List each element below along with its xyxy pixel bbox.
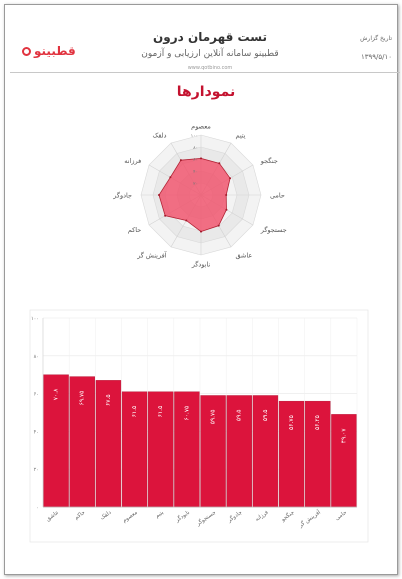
radar-tick-label: ۶۰ xyxy=(193,158,198,163)
radar-point xyxy=(200,230,202,233)
radar-chart: ۲۰ ۴۰ ۶۰ ۸۰ ۱۰۰ معصوم یتیم جنگجو حامی جستجوگر عاشق… xyxy=(112,123,287,269)
bar-data-label: ۶۰.۷۵ xyxy=(183,406,190,421)
bar-data-label: ۷۰.۸ xyxy=(53,388,60,400)
bar-data-label: ۵۹.۷۵ xyxy=(210,409,217,424)
radar-axis-label: حامی xyxy=(270,192,285,200)
radar-tick-label: ۱۰۰ xyxy=(191,134,198,139)
radar-point xyxy=(218,162,221,165)
y-tick-label: ۱۰۰ xyxy=(31,316,39,322)
logo-ring-icon xyxy=(22,46,31,56)
radar-point xyxy=(217,224,220,227)
bar-data-label: ۴۹.۰۷ xyxy=(340,428,347,444)
radar-axis-label: فرزانه xyxy=(124,157,141,165)
report-subtitle: قطبینو سامانه آنلاین ارزیابی و آزمون xyxy=(141,49,279,59)
radar-axis-label: عاشق xyxy=(236,251,253,259)
radar-point xyxy=(169,176,172,179)
radar-point xyxy=(164,214,167,217)
bar-data-label: ۵۶.۷۵ xyxy=(288,415,295,430)
radar-axis-label: حاکم xyxy=(128,226,141,234)
bar xyxy=(331,414,357,508)
bar xyxy=(305,400,331,508)
x-tick-label: یتیم xyxy=(154,509,165,519)
logo-text: قطبینو xyxy=(34,44,76,58)
bar-data-label: ۶۱.۵ xyxy=(157,406,164,418)
radar-axis-label: یتیم xyxy=(236,132,246,140)
bar-data-label: ۶۷.۵ xyxy=(105,394,112,406)
radar-axis-label: معصوم xyxy=(191,123,211,131)
bar-data-label: ۵۹.۵ xyxy=(262,409,269,421)
radar-point xyxy=(179,159,182,162)
radar-point xyxy=(158,194,160,196)
radar-point xyxy=(185,219,188,222)
bar xyxy=(121,391,148,508)
radar-point xyxy=(225,208,228,211)
report-title: تست قهرمان درون xyxy=(153,30,267,44)
report-date: ۱۳۹۹/۵/۱۰ xyxy=(360,53,392,61)
radar-axis-label: جادوگر xyxy=(112,192,132,200)
radar-axis-label: دلقک xyxy=(153,132,167,140)
bar-data-label: ۵۶.۲۵ xyxy=(314,415,321,430)
radar-tick-label: ۴۰ xyxy=(193,170,198,175)
radar-tick-label: ۸۰ xyxy=(193,146,198,151)
radar-point xyxy=(200,157,202,160)
radar-tick-label: ۲۰ xyxy=(193,182,198,187)
section-title: نمودارها xyxy=(176,84,236,100)
radar-axis-label: جنگجو xyxy=(260,157,278,165)
radar-axis-label: آفرینش گر xyxy=(136,250,167,259)
bar xyxy=(95,380,122,508)
y-tick-label: ۲۰ xyxy=(34,467,39,473)
bar xyxy=(69,376,95,508)
radar-point xyxy=(229,177,232,180)
bar xyxy=(43,374,69,508)
y-tick-label: ۴۰ xyxy=(34,429,39,435)
radar-axis-label: جستجوگر xyxy=(260,226,287,234)
brand-logo: قطبینو xyxy=(22,44,76,58)
bar xyxy=(226,395,252,508)
bar xyxy=(148,391,174,508)
report-header: قطبینو تست قهرمان درون قطبینو سامانه آنل… xyxy=(10,10,400,73)
y-tick-label: ۸۰ xyxy=(34,354,39,360)
bar-data-label: ۶۹.۷۵ xyxy=(79,391,86,406)
bar-data-label: ۶۱.۵ xyxy=(131,406,138,418)
bar-data-label: ۵۹.۵ xyxy=(236,409,243,421)
radar-point xyxy=(225,194,228,196)
bar xyxy=(252,395,279,508)
y-tick-label: ۶۰ xyxy=(34,392,39,398)
site-url: www.qotbino.com xyxy=(187,65,233,71)
radar-axis-label: نابودگر xyxy=(191,261,211,269)
report-date-label: تاریخ گزارش xyxy=(360,35,392,42)
y-tick-label: ۰ xyxy=(36,505,39,511)
